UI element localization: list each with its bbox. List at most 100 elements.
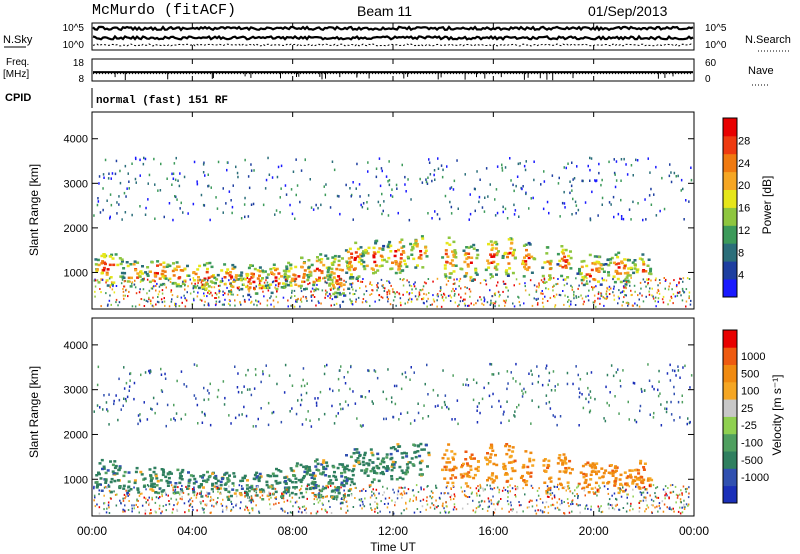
heatmap-cell [542,501,544,504]
heatmap-cell [566,282,568,285]
heatmap-cell [552,285,554,288]
heatmap-cell [468,475,472,479]
heatmap-cell [183,383,185,386]
heatmap-cell [562,459,566,463]
heatmap-cell [285,279,289,283]
heatmap-cell [347,267,351,271]
heatmap-cell [318,301,320,304]
heatmap-cell [603,417,605,420]
heatmap-cell [409,297,411,300]
heatmap-cell [122,404,124,407]
heatmap-cell [504,301,507,304]
heatmap-cell [399,301,402,304]
power-y-label: Slant Range [km] [27,164,41,256]
heatmap-cell [463,490,466,493]
heatmap-cell [597,291,600,294]
heatmap-cell [681,506,683,509]
heatmap-cell [210,275,214,278]
heatmap-cell [349,455,353,459]
heatmap-cell [107,485,111,488]
heatmap-cell [391,288,394,291]
heatmap-cell [221,510,224,513]
heatmap-cell [617,212,620,216]
heatmap-cell [654,492,656,495]
heatmap-cell [356,276,359,280]
heatmap-cell [340,498,343,500]
heatmap-cell [147,182,149,185]
heatmap-cell [444,492,446,494]
heatmap-cell [272,492,275,495]
heatmap-cell [547,459,551,463]
heatmap-cell [203,511,205,514]
heatmap-cell [476,405,479,408]
heatmap-cell [245,285,249,289]
heatmap-cell [235,489,239,492]
heatmap-cell [350,302,353,305]
heatmap-cell [658,292,661,295]
heatmap-cell [173,282,177,285]
heatmap-cell [577,497,579,500]
heatmap-cell [420,289,422,292]
heatmap-cell [123,297,125,300]
heatmap-cell [487,476,491,480]
heatmap-cell [354,402,357,405]
heatmap-cell [196,268,200,271]
heatmap-cell [593,301,596,304]
heatmap-cell [147,499,149,502]
heatmap-cell [619,487,621,490]
heatmap-cell [327,266,331,270]
heatmap-cell [176,491,180,494]
heatmap-cell [524,282,526,285]
heatmap-cell [116,212,118,215]
heatmap-cell [96,484,99,488]
heatmap-cell [162,505,165,508]
heatmap-cell [153,271,157,275]
heatmap-cell [337,275,341,278]
heatmap-cell [163,297,165,300]
heatmap-cell [139,270,143,273]
heatmap-cell [335,302,338,305]
heatmap-cell [123,397,125,400]
heatmap-cell [336,466,340,470]
heatmap-cell [346,261,350,264]
heatmap-cell [309,419,311,422]
heatmap-cell [664,494,666,497]
heatmap-cell [350,493,353,496]
heatmap-cell [294,486,298,489]
heatmap-cell [256,277,260,280]
heatmap-cell [617,302,619,305]
heatmap-cell [568,299,570,302]
heatmap-cell [452,188,455,191]
heatmap-cell [472,499,474,502]
noise-traces [92,25,694,47]
heatmap-cell [668,285,670,288]
heatmap-cell [302,261,306,265]
heatmap-cell [625,294,627,297]
heatmap-cell [489,273,493,276]
heatmap-cell [300,290,303,293]
heatmap-cell [285,193,288,196]
heatmap-cell [300,297,302,300]
heatmap-cell [628,418,630,421]
heatmap-cell [539,498,542,500]
heatmap-cell [395,449,399,453]
heatmap-cell [152,482,156,486]
heatmap-cell [486,301,489,304]
heatmap-cell [579,511,581,514]
heatmap-cell [316,288,318,290]
heatmap-cell [273,503,275,506]
heatmap-cell [351,303,354,306]
heatmap-cell [647,282,649,284]
heatmap-cell [642,486,644,489]
heatmap-cell [98,182,100,185]
heatmap-cell [518,282,521,285]
heatmap-cell [689,386,691,389]
heatmap-cell [136,488,140,492]
heatmap-cell [306,278,310,282]
heatmap-cell [379,204,381,207]
heatmap-cell [159,479,163,482]
heatmap-cell [608,293,611,295]
heatmap-cell [205,494,207,497]
heatmap-cell [376,505,378,508]
heatmap-cell [523,256,526,259]
